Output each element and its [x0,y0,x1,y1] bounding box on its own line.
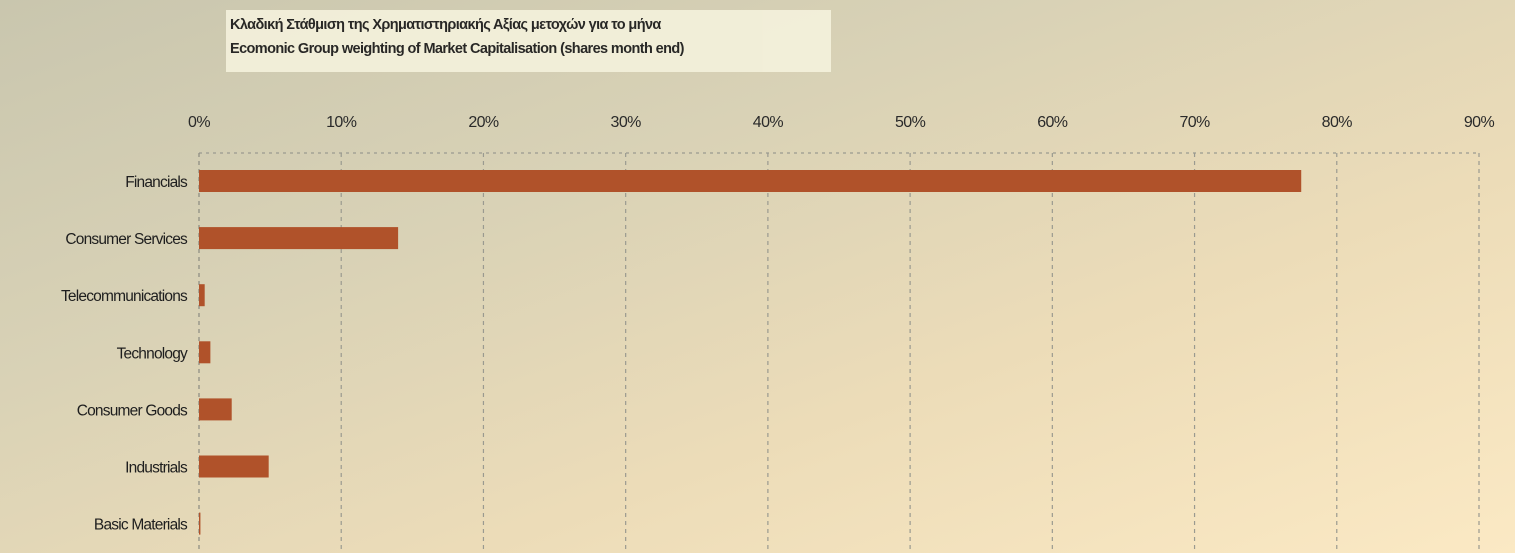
x-tick-label: 90% [1464,114,1495,131]
x-tick-label: 50% [895,114,926,131]
category-label: Telecommunications [61,288,188,305]
category-label: Consumer Services [65,231,188,248]
chart-title-english: Ecomonic Group weighting of Market Capit… [230,41,684,57]
x-tick-label: 70% [1179,114,1210,131]
bar [199,170,1302,192]
chart-title-box: Κλαδική Στάθμιση της Χρηματιστηριακής Αξ… [226,10,831,72]
x-tick-label: 30% [611,114,642,131]
bar [199,284,205,307]
chart-title-greek: Κλαδική Στάθμιση της Χρηματιστηριακής Αξ… [230,17,661,33]
bar [199,341,211,364]
category-label: Consumer Goods [77,402,188,419]
bar [199,455,269,478]
bar [199,512,201,535]
x-tick-label: 10% [326,114,357,131]
category-label: Industrials [125,460,188,477]
category-label: Technology [117,345,188,362]
x-tick-label: 80% [1322,114,1353,131]
x-tick-label: 0% [188,114,210,131]
category-label: Financials [125,174,188,191]
x-tick-label: 40% [753,114,784,131]
x-tick-label: 20% [468,114,499,131]
x-tick-label: 60% [1037,114,1068,131]
bar [199,227,399,250]
category-label: Basic Materials [94,517,188,534]
bar [199,398,232,421]
